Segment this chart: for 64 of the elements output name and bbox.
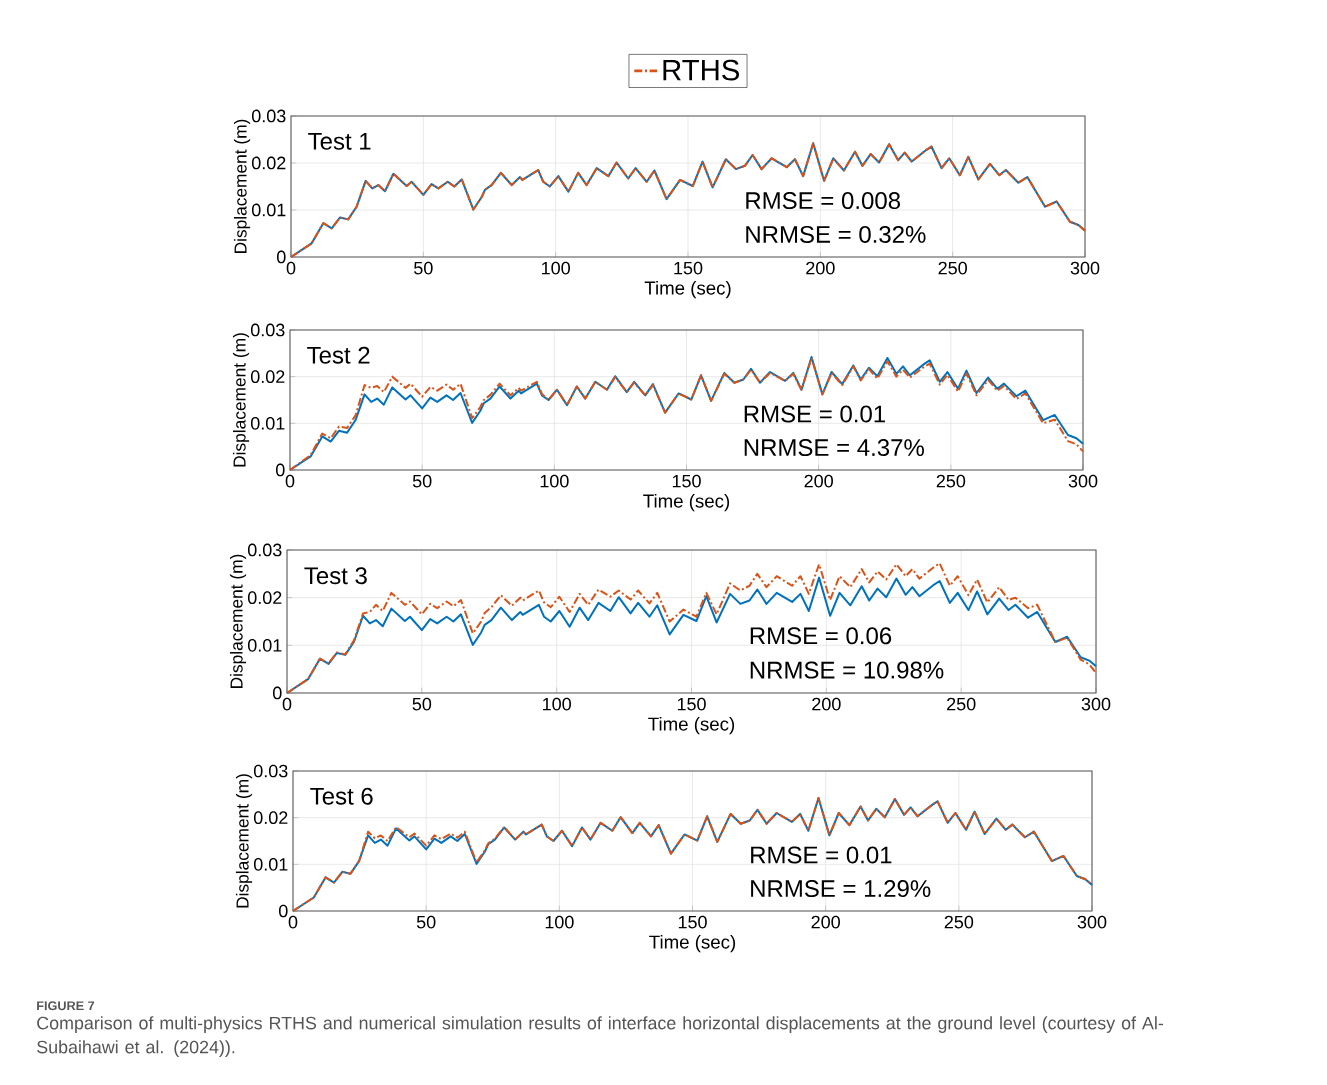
x-tick-label: 150 — [678, 915, 707, 929]
x-tick-label: 100 — [545, 915, 574, 929]
y-axis-title: Displacement (m) — [229, 554, 247, 688]
y-tick-label: 0.02 — [247, 591, 282, 605]
y-tick-label: 0.01 — [250, 416, 285, 430]
x-axis-title: Time (sec) — [644, 280, 731, 299]
x-tick-label: 50 — [412, 474, 432, 488]
x-tick-label: 250 — [947, 697, 976, 711]
y-axis-title: Displacement (m) — [235, 774, 253, 908]
x-tick-label: 200 — [811, 915, 840, 929]
text: Comparison of multi-physics RTHS and numerical simulation results of interface horizontal displacements at the ground level (courtesy of Al-Subaihawi et al. (2024)). — [37, 1016, 1164, 1057]
x-tick-label: 50 — [414, 261, 433, 275]
x-tick-label: 200 — [804, 474, 833, 488]
y-axis-title: Displacement (m) — [233, 119, 251, 253]
y-axis-title: Displacement (m) — [232, 333, 250, 467]
annotation: RMSE = 0.06 — [750, 627, 892, 645]
x-tick-label: 150 — [674, 261, 703, 275]
x-tick-label: 150 — [677, 697, 706, 711]
caption: FIGURE 7 — [37, 1001, 95, 1011]
annotation: NRMSE = 10.98% — [750, 661, 944, 679]
y-tick-label: 0.03 — [251, 109, 286, 123]
x-tick-label: 100 — [543, 697, 571, 711]
x-axis-title: Time (sec) — [643, 493, 730, 512]
y-tick-label: 0.03 — [253, 764, 288, 778]
x-tick-label: 50 — [416, 915, 436, 929]
annotation: NRMSE = 0.32% — [746, 225, 926, 243]
x-tick-label: 100 — [542, 261, 570, 275]
x-tick-label: 300 — [1081, 697, 1111, 711]
x-axis-title: Time (sec) — [649, 934, 736, 953]
x-tick-label: 0 — [288, 915, 298, 929]
annotation: Test 2 — [307, 346, 370, 364]
annotation: RMSE = 0.008 — [746, 192, 901, 210]
y-tick-label: 0 — [275, 463, 285, 477]
y-tick-label: 0 — [278, 904, 288, 918]
x-tick-label: 300 — [1077, 915, 1107, 929]
y-tick-label: 0.01 — [247, 638, 282, 652]
x-tick-label: 100 — [540, 474, 569, 488]
annotation: NRMSE = 4.37% — [744, 439, 924, 457]
x-tick-label: 250 — [936, 474, 966, 488]
y-tick-label: 0.01 — [253, 857, 288, 871]
y-tick-label: 0.01 — [251, 203, 286, 217]
x-tick-label: 300 — [1068, 474, 1098, 488]
x-tick-label: 250 — [938, 261, 967, 275]
x-axis-title: Time (sec) — [648, 716, 735, 735]
y-tick-label: 0.02 — [253, 811, 288, 825]
annotation: Test 1 — [308, 132, 371, 150]
annotation: Test 3 — [304, 567, 367, 585]
x-tick-label: 150 — [672, 474, 701, 488]
y-tick-label: 0 — [276, 250, 286, 264]
x-tick-label: 300 — [1070, 261, 1100, 275]
annotation: Test 6 — [310, 787, 373, 805]
y-tick-label: 0 — [272, 686, 282, 700]
y-tick-label: 0.02 — [251, 156, 286, 170]
y-tick-label: 0.02 — [250, 370, 285, 384]
y-tick-label: 0.03 — [247, 543, 282, 557]
annotation: NRMSE = 1.29% — [751, 880, 931, 898]
annotation: RMSE = 0.01 — [751, 846, 892, 864]
legend-label: RTHS — [663, 59, 740, 81]
annotation: RMSE = 0.01 — [744, 405, 885, 423]
x-tick-label: 250 — [944, 915, 974, 929]
x-tick-label: 50 — [412, 697, 432, 711]
y-tick-label: 0.03 — [250, 323, 285, 337]
x-tick-label: 200 — [806, 261, 835, 275]
x-tick-label: 200 — [812, 697, 841, 711]
